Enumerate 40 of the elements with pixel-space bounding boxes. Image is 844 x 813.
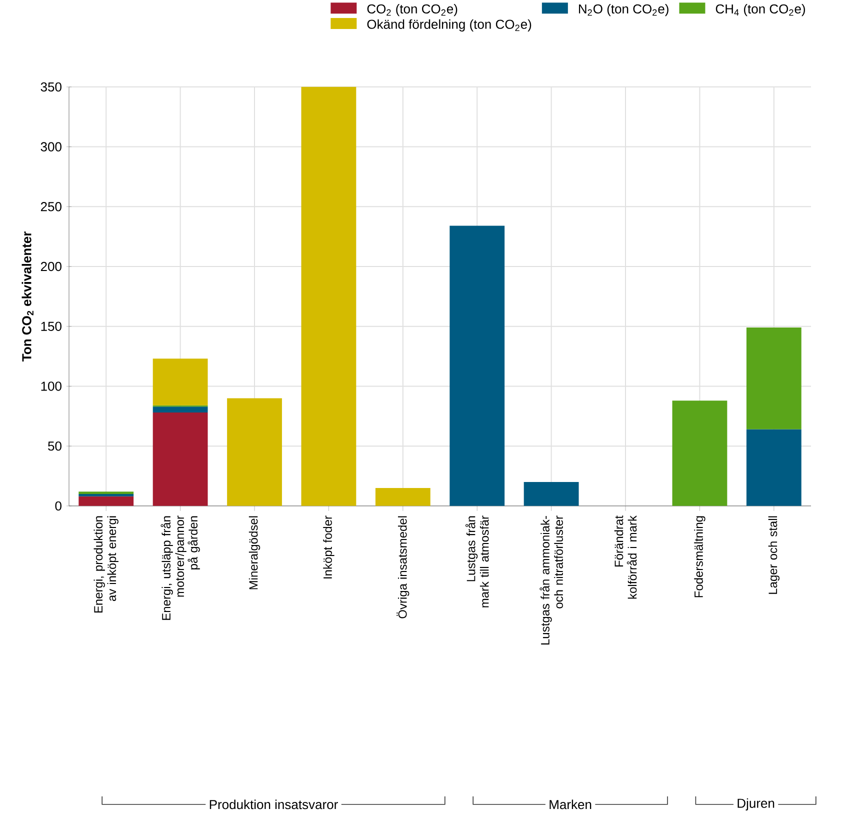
x-tick-label: Mineralgödsel (248, 516, 260, 589)
bar (152, 358, 208, 406)
y-tick-label: 50 (48, 441, 62, 450)
text: Marken (550, 799, 592, 809)
x-tick-label: Lustgas från mark till atmosfär (465, 515, 489, 608)
y-axis-title: Ton CO$_{2}$ ekvivalenter (22, 231, 34, 362)
bar (78, 494, 134, 496)
bar (450, 226, 505, 506)
bar (78, 496, 134, 506)
x-tick-label: Energi, produktion av inköpt energi (94, 516, 118, 612)
y-tick-label: 150 (41, 322, 62, 331)
bar (301, 86, 356, 506)
text: Produktion insatsvaror (210, 799, 338, 809)
bar (152, 406, 208, 412)
x-tick-label: Lustgas från ammoniak- och nitratförluster (540, 515, 563, 644)
bar (78, 491, 134, 494)
bar (746, 429, 802, 506)
y-tick-label: 250 (40, 202, 62, 212)
bar (746, 327, 802, 430)
bar (227, 398, 282, 506)
y-tick-label: 350 (40, 82, 62, 92)
x-tick-label: Inköpt foder (323, 515, 334, 578)
x-tick-label: Förändrat kolförråd i mark (614, 515, 637, 598)
bar (524, 482, 579, 506)
x-tick-label: Fodersmältning (694, 516, 706, 597)
legend-label: CH$_{4}$ (ton CO$_{2}$e) (716, 4, 806, 16)
text: Djuren (738, 798, 774, 810)
bar (152, 412, 208, 506)
y-tick-label: 100 (41, 381, 62, 391)
y-tick-label: 0 (55, 501, 62, 510)
y-tick-label: 300 (40, 142, 62, 152)
legend-label: N$_{2}$O (ton CO$_{2}$e) (578, 4, 668, 16)
legend-label: CO$_{2}$ (ton CO$_{2}$e) (367, 4, 458, 16)
bar (672, 400, 728, 506)
x-tick-label: Energi, utsläpp från motorer/pannor på gården (160, 515, 200, 620)
legend-label: Okänd fördelning (ton CO$_{2}$e) (367, 19, 532, 32)
bar (375, 488, 430, 506)
x-tick-label: Lager och stall (768, 516, 780, 594)
x-tick-label: Övriga insatsmedel (396, 516, 410, 618)
y-tick-label: 200 (40, 262, 62, 271)
